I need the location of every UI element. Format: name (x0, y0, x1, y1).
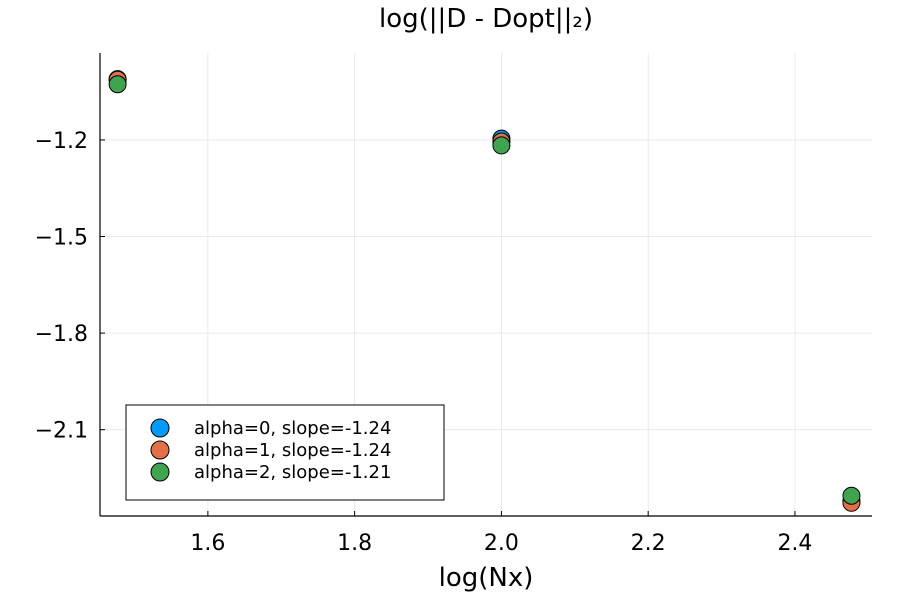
legend-marker (150, 440, 170, 460)
x-axis-label: log(Nx) (439, 563, 534, 593)
x-tick-label: 2.2 (631, 531, 666, 556)
legend-label: alpha=0, slope=-1.24 (194, 418, 391, 439)
legend-box (125, 404, 445, 501)
y-tick-label: −1.2 (35, 129, 88, 154)
data-point-series-2 (492, 136, 511, 155)
legend-marker (150, 462, 170, 482)
data-point-series-2 (108, 75, 127, 94)
legend-label: alpha=2, slope=-1.21 (194, 462, 391, 483)
x-tick-label: 1.6 (190, 531, 225, 556)
x-tick-label: 2.4 (777, 531, 812, 556)
legend-label: alpha=1, slope=-1.24 (194, 440, 391, 461)
axes (99, 53, 872, 517)
data-point-series-2 (842, 486, 861, 505)
tick-labels: 1.6 1.8 2.0 2.2 2.4 −1.2 −1.5 −1.8 −2.1 (35, 129, 813, 556)
y-tick-label: −2.1 (35, 419, 88, 444)
y-tick-label: −1.8 (35, 322, 88, 347)
chart-title: log(||D - Dopt||₂) (379, 4, 593, 34)
x-tick-label: 2.0 (484, 531, 519, 556)
legend-marker (150, 418, 170, 438)
x-tick-label: 1.8 (337, 531, 372, 556)
data-points (108, 70, 861, 512)
y-tick-label: −1.5 (35, 226, 88, 251)
